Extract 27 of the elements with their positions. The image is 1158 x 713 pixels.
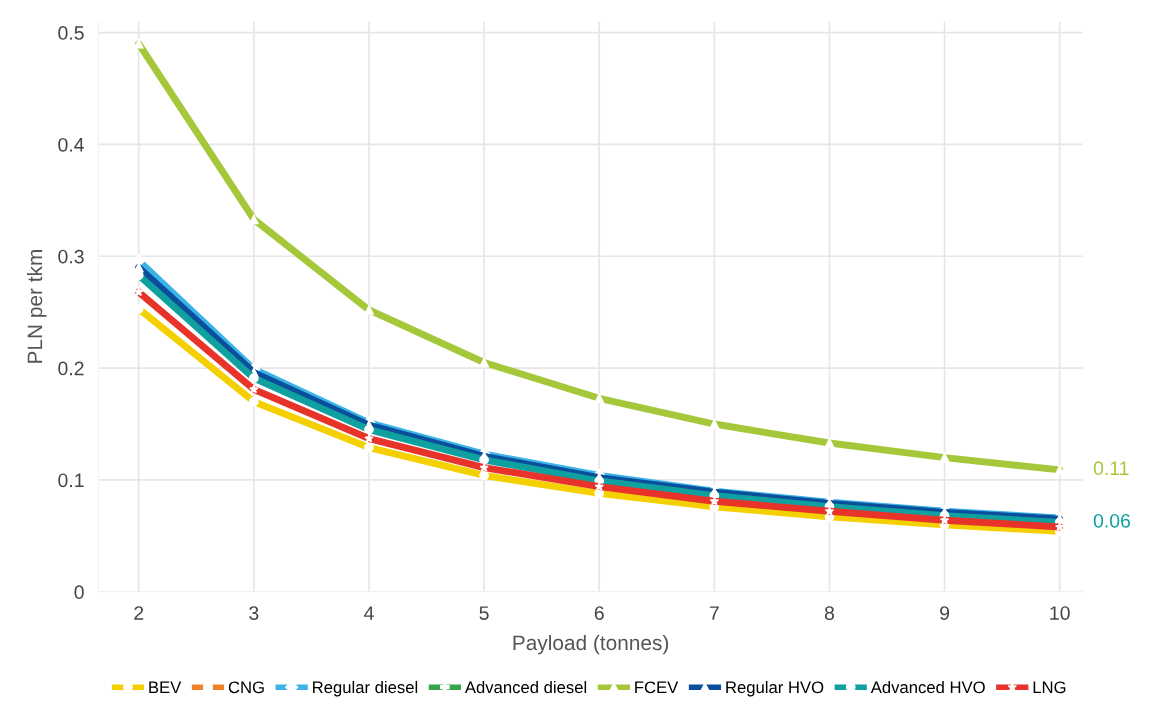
y-tick-label: 0.3 [58,249,84,264]
x-tick-label: 4 [364,606,374,620]
x-axis-title: Payload (tonnes) [513,634,669,655]
annotation: 0.06 [1093,513,1131,528]
legend-label: BEV [149,681,182,694]
x-tick-label: 2 [134,606,144,620]
y-tick-label: 0.4 [58,137,84,152]
x-tick-label: 3 [249,606,259,620]
legend-label: Regular diesel [313,680,418,697]
y-tick-label: 0.5 [58,26,84,40]
x-tick-label: 9 [940,606,950,620]
y-tick-label: 0.1 [58,473,84,488]
x-tick-label: 10 [1050,606,1070,620]
x-tick-label: 7 [709,606,719,620]
legend-label: LNG [1033,681,1066,694]
legend-label: Advanced HVO [870,680,985,694]
y-tick-label: 0 [74,585,84,600]
legend-label: Regular HVO [726,680,824,697]
y-tick-label: 0.2 [58,361,84,376]
legend-label: FCEV [635,681,679,694]
x-tick-label: 8 [824,606,835,620]
legend-label: Advanced diesel [464,680,587,694]
x-tick-label: 5 [479,606,489,620]
y-axis-title: PLN per tkm [26,250,47,363]
legend-label: CNG [228,681,264,694]
x-tick-label: 6 [594,606,604,620]
annotation: 0.11 [1093,461,1129,476]
